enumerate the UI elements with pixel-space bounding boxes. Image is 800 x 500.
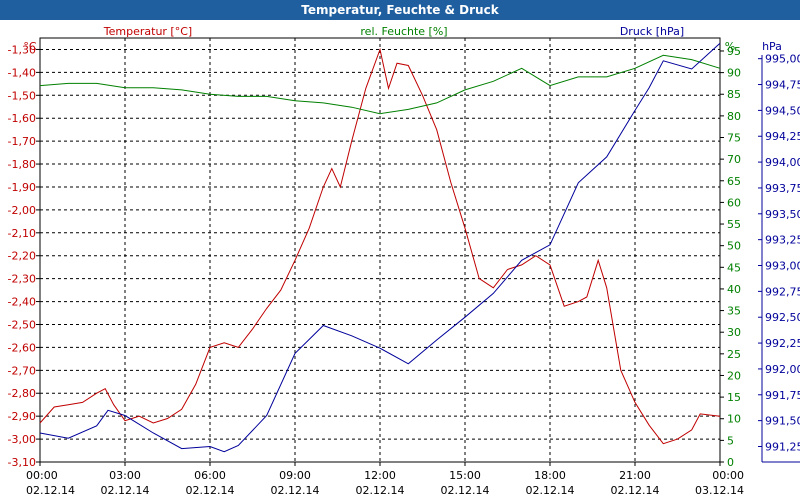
humidity-tick-label: 15 xyxy=(727,391,741,404)
humidity-tick-label: 65 xyxy=(727,175,741,188)
pressure-tick-label: 992,25 xyxy=(765,337,800,350)
x-tick-time: 21:00 xyxy=(619,469,651,482)
humidity-tick-label: 60 xyxy=(727,196,741,209)
x-tick-time: 00:00 xyxy=(712,469,744,482)
humidity-tick-label: 10 xyxy=(727,413,741,426)
window-title: Temperatur, Feuchte & Druck xyxy=(0,0,800,20)
temperature-tick-label: -1,30 xyxy=(8,43,36,56)
x-tick-date: 02.12.14 xyxy=(271,484,320,497)
humidity-tick-label: 80 xyxy=(727,110,741,123)
humidity-unit: % xyxy=(725,40,735,53)
temperature-tick-label: -1,40 xyxy=(8,66,36,79)
temperature-tick-label: -1,80 xyxy=(8,158,36,171)
temperature-tick-label: -1,90 xyxy=(8,181,36,194)
temperature-tick-label: -2,80 xyxy=(8,387,36,400)
humidity-tick-label: 30 xyxy=(727,326,741,339)
pressure-tick-label: 991,25 xyxy=(765,440,800,453)
humidity-tick-label: 0 xyxy=(727,456,734,469)
pressure-tick-label: 992,75 xyxy=(765,285,800,298)
temperature-tick-label: -2,00 xyxy=(8,204,36,217)
temperature-tick-label: -1,50 xyxy=(8,89,36,102)
temperature-ticks: -1,30 -1,40 -1,50 -1,60 -1,70 -1,80 -1,90 -2,00… xyxy=(8,43,40,469)
humidity-line xyxy=(39,54,721,115)
x-tick-time: 00:00 xyxy=(26,469,58,482)
temperature-tick-label: -1,70 xyxy=(8,135,36,148)
temperature-tick-label: -2,70 xyxy=(8,364,36,377)
pressure-ticks: 995,00 994,75 994,50 994,25 994,00 993,75 993,… xyxy=(758,53,800,453)
temperature-unit: °C xyxy=(23,40,37,53)
x-tick-date: 02.12.14 xyxy=(611,484,660,497)
pressure-tick-label: 993,75 xyxy=(765,182,800,195)
pressure-tick-label: 993,25 xyxy=(765,234,800,247)
temperature-tick-label: -2,60 xyxy=(8,341,36,354)
temperature-tick-label: -2,20 xyxy=(8,250,36,263)
pressure-tick-label: 991,50 xyxy=(765,415,800,428)
x-tick-time: 09:00 xyxy=(279,469,311,482)
humidity-tick-label: 20 xyxy=(727,369,741,382)
humidity-tick-label: 75 xyxy=(727,132,741,145)
x-tick-time: 03:00 xyxy=(109,469,141,482)
temperature-line xyxy=(39,47,721,445)
pressure-tick-label: 991,75 xyxy=(765,389,800,402)
humidity-tick-label: 45 xyxy=(727,261,741,274)
temperature-tick-label: -3,10 xyxy=(8,456,36,469)
x-tick-time: 12:00 xyxy=(364,469,396,482)
humidity-tick-label: 55 xyxy=(727,218,741,231)
x-tick-date: 02.12.14 xyxy=(26,484,75,497)
pressure-tick-label: 994,75 xyxy=(765,79,800,92)
x-tick-date: 03.12.14 xyxy=(695,484,744,497)
pressure-tick-label: 994,00 xyxy=(765,156,800,169)
temperature-tick-label: -3,00 xyxy=(8,433,36,446)
humidity-tick-label: 85 xyxy=(727,88,741,101)
x-tick-date: 02.12.14 xyxy=(101,484,150,497)
pressure-tick-label: 995,00 xyxy=(765,53,800,66)
x-tick-date: 02.12.14 xyxy=(526,484,575,497)
pressure-unit: hPa xyxy=(762,40,782,53)
x-tick-date: 02.12.14 xyxy=(356,484,405,497)
temperature-tick-label: -1,60 xyxy=(8,112,36,125)
temperature-tick-label: -2,40 xyxy=(8,296,36,309)
humidity-tick-label: 70 xyxy=(727,153,741,166)
humidity-tick-label: 5 xyxy=(727,434,734,447)
x-tick-date: 02.12.14 xyxy=(186,484,235,497)
humidity-tick-label: 90 xyxy=(727,67,741,80)
x-tick-date: 02.12.14 xyxy=(441,484,490,497)
temperature-tick-label: -2,50 xyxy=(8,318,36,331)
humidity-tick-label: 95 xyxy=(727,45,741,58)
pressure-tick-label: 992,50 xyxy=(765,311,800,324)
pressure-tick-label: 994,25 xyxy=(765,130,800,143)
x-tick-time: 15:00 xyxy=(449,469,481,482)
pressure-tick-label: 993,50 xyxy=(765,208,800,221)
series-group xyxy=(39,42,721,453)
x-axis-ticks: 00:00 02.12.14 03:00 02.12.14 06:00 02.12.14 0… xyxy=(26,462,744,497)
temperature-tick-label: -2,10 xyxy=(8,227,36,240)
humidity-tick-label: 35 xyxy=(727,305,741,318)
x-tick-time: 06:00 xyxy=(194,469,226,482)
humidity-axis-label: rel. Feuchte [%] xyxy=(360,25,447,38)
humidity-tick-label: 50 xyxy=(727,240,741,253)
humidity-tick-label: 40 xyxy=(727,283,741,296)
temperature-axis-label: Temperatur [°C] xyxy=(103,25,192,38)
pressure-tick-label: 994,50 xyxy=(765,104,800,117)
temperature-tick-label: -2,30 xyxy=(8,273,36,286)
x-tick-time: 18:00 xyxy=(534,469,566,482)
chart-background xyxy=(0,20,800,500)
temperature-tick-label: -2,90 xyxy=(8,410,36,423)
pressure-tick-label: 992,00 xyxy=(765,363,800,376)
pressure-tick-label: 993,00 xyxy=(765,260,800,273)
pressure-line xyxy=(39,42,721,453)
pressure-axis-label: Druck [hPa] xyxy=(620,25,684,38)
humidity-tick-label: 25 xyxy=(727,348,741,361)
